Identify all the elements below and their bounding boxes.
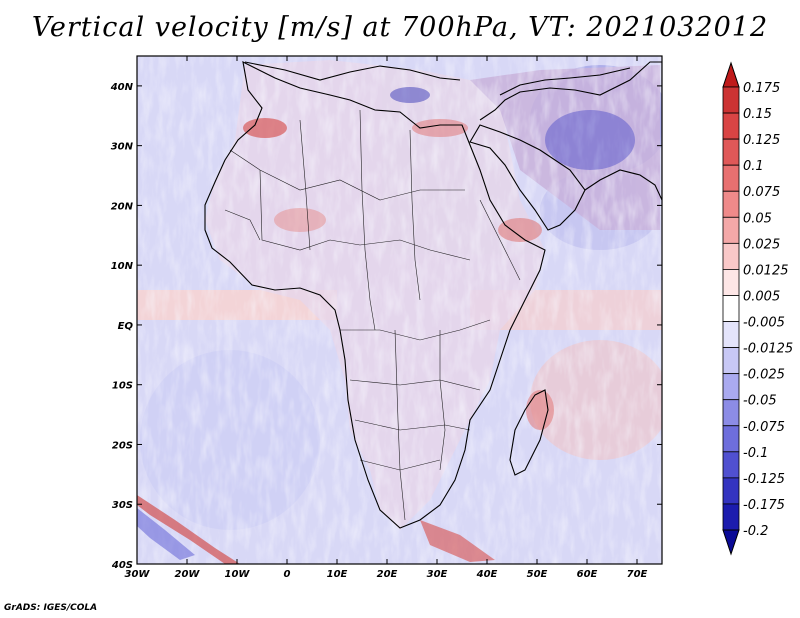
colorbar-label: -0.005 [743,316,785,331]
mediterranean-descent [390,87,430,103]
field-layer [137,56,662,564]
colorbar-swatch [722,216,740,244]
axes: 30W 20W 10W 0 10E 20E 30E 40E 50E 60E 70E 40N 30N 20N… [110,56,662,580]
colorbar-label: 0.1 [743,159,764,174]
y-tick-label: 10S [112,381,133,392]
colorbar-label: -0.05 [743,394,777,409]
y-tick-label: EQ [118,321,134,332]
colorbar-label: 0.05 [743,211,772,226]
x-tick-label: 0 [284,569,291,580]
colorbar-swatch [722,451,740,479]
texture-overlay [137,56,662,564]
colorbar-label: -0.175 [743,498,785,513]
colorbar-swatch [722,477,740,505]
y-tick-label: 30N [111,142,134,153]
y-tick-label: 10N [111,261,134,272]
x-tick-label: 60E [577,569,598,580]
x-tick-label: 10E [327,569,348,580]
colorbar: 0.175 0.15 0.125 0.1 0.075 0.05 0.025 0.0125 0.0… [722,61,793,556]
chart-title: Vertical velocity [m/s] at 700hPa, VT: 2… [31,12,769,43]
south-atlantic-front-blue [137,508,195,560]
plot-frame [136,55,663,565]
colorbar-label: 0.005 [743,289,780,304]
colorbar-label: 0.125 [743,133,780,148]
x-tick-label: 40E [476,569,498,580]
colorbar-bottom-arrow [722,529,740,556]
y-tick-label: 20S [112,440,133,451]
x-tick-label: 70E [627,569,648,580]
x-tick-label: 10W [225,569,251,580]
colorbar-swatch [722,347,740,375]
x-tick-label: 20W [175,569,201,580]
southern-front-red [420,520,495,562]
colorbar-swatch [722,269,740,296]
x-tick-label: 50E [527,569,548,580]
x-tick-label: 20E [377,569,398,580]
colorbar-label: 0.15 [743,107,772,122]
colorbar-top-arrow [722,61,740,88]
colorbar-swatch [722,321,740,348]
atlas-ascent [243,118,287,138]
x-tick-label: 30E [427,569,448,580]
colorbar-swatch [722,164,740,192]
colorbar-swatch [722,242,740,270]
colorbar-label: -0.1 [743,446,768,461]
colorbar-swatch [722,503,740,531]
madagascar-north-ascent [526,390,554,430]
sahara-ascent [274,208,326,232]
colorbar-swatch [722,295,740,322]
colorbar-swatch [722,112,740,140]
x-tick-label: 30W [125,569,151,580]
y-tick-label: 20N [111,201,134,212]
colorbar-label: 0.025 [743,237,780,252]
colorbar-label: -0.025 [743,368,785,383]
colorbar-label: -0.0125 [743,342,793,357]
country-borders [224,109,521,521]
colorbar-swatch [722,373,740,401]
colorbar-label: 0.0125 [743,263,789,278]
y-tick-label: 40N [110,82,134,93]
south-atlantic-front-red [137,495,240,564]
colorbar-label: -0.2 [743,524,768,539]
y-tick-label: 30S [112,500,133,511]
colorbar-label: -0.125 [743,472,785,487]
colorbar-label: 0.175 [743,81,780,96]
y-tick-label: 40S [111,560,133,571]
colorbar-swatch [722,399,740,427]
colorbar-swatch [722,190,740,218]
credit-label: GrADS: IGES/COLA [4,603,98,613]
colorbar-label: -0.075 [743,420,785,435]
colorbar-swatch [722,425,740,453]
colorbar-swatch [722,86,740,114]
iran-strong-descent [545,110,635,170]
colorbar-swatch [722,138,740,166]
horn-ascent [498,218,542,242]
coastlines [204,61,662,529]
levant-ascent [412,119,468,137]
colorbar-label: 0.075 [743,185,780,200]
